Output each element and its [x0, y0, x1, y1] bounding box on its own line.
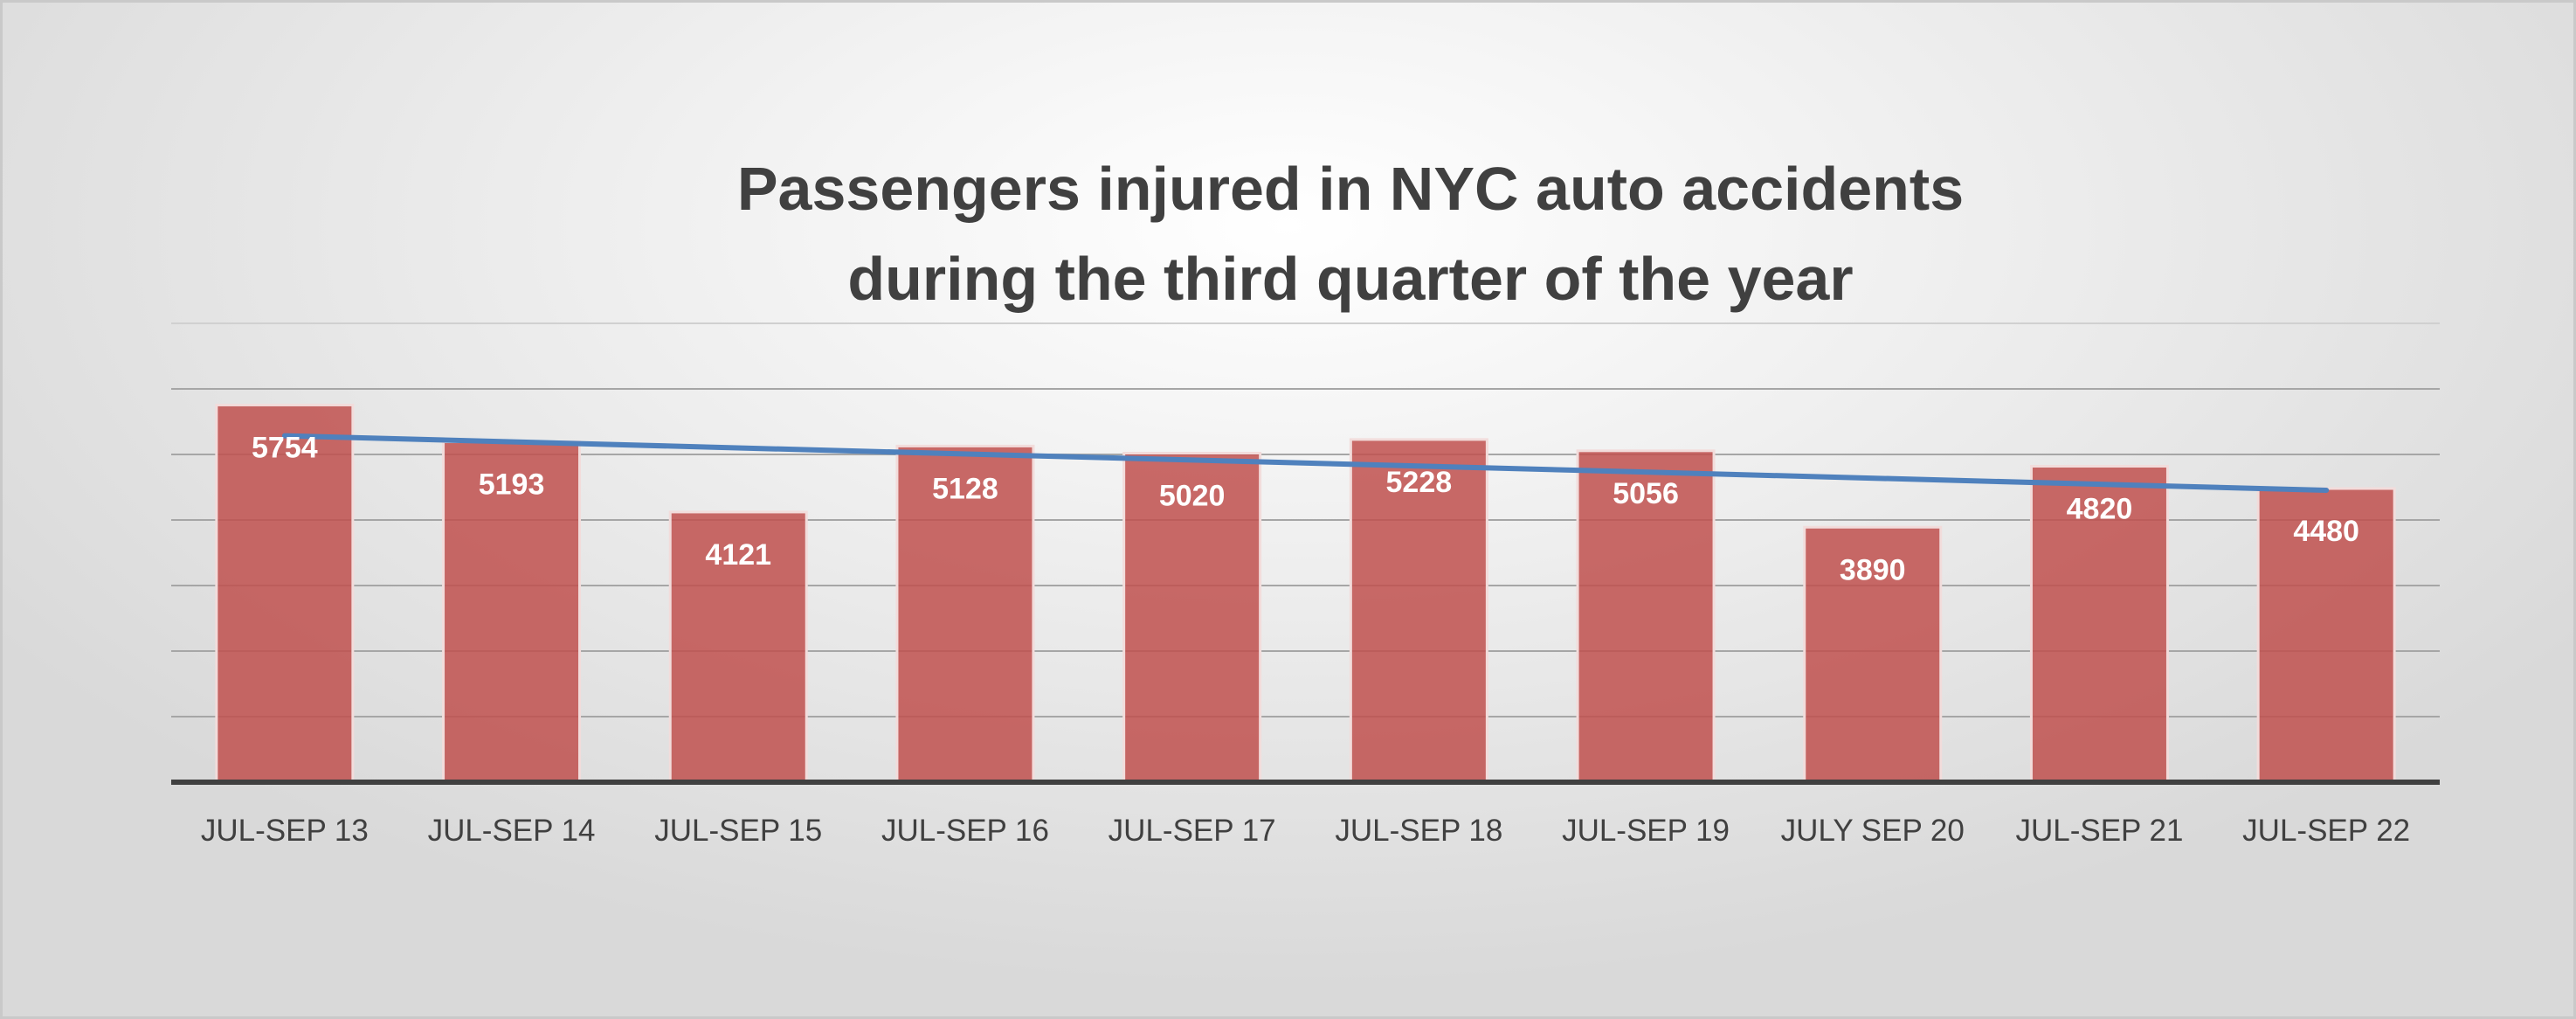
data-label: 4820: [2067, 493, 2133, 526]
bar: [442, 440, 582, 784]
x-tick-label: JUL-SEP 13: [201, 814, 369, 848]
data-labels: 5754 5193 4121 5128 5020 5228 5056 3890 4820 4480: [252, 431, 2359, 586]
data-label: 5754: [252, 431, 318, 464]
data-label: 4480: [2293, 515, 2359, 548]
data-label: 5128: [932, 472, 998, 505]
bar: [215, 403, 355, 784]
trendline-group: [281, 433, 2330, 493]
x-tick-label: JUL-SEP 14: [428, 814, 596, 848]
bar-series: [215, 403, 2396, 784]
bar: [2256, 487, 2396, 784]
bar: [2029, 465, 2169, 784]
data-label: 5020: [1159, 480, 1226, 513]
chart-title-line-2: during the third quarter of the year: [847, 245, 1853, 313]
bar: [895, 444, 1035, 784]
x-tick-label: JULY SEP 20: [1781, 814, 1965, 848]
bar: [668, 510, 808, 784]
chart-title-line-1: Passengers injured in NYC auto accidents: [737, 155, 1964, 223]
x-tick-label: JUL-SEP 17: [1108, 814, 1276, 848]
bar: [1122, 452, 1262, 784]
bar: [1576, 449, 1716, 784]
x-tick-label: JUL-SEP 18: [1335, 814, 1502, 848]
x-tick-label: JUL-SEP 22: [2242, 814, 2410, 848]
data-label: 5056: [1613, 477, 1679, 510]
x-tick-label: JUL-SEP 21: [2015, 814, 2183, 848]
bar: [1349, 438, 1488, 784]
data-label: 4121: [705, 538, 771, 572]
data-label: 5193: [479, 468, 545, 502]
trendline: [281, 433, 2330, 493]
data-label: 5228: [1386, 466, 1453, 499]
data-label: 3890: [1840, 553, 1906, 586]
x-axis-tick-labels: JUL-SEP 13 JUL-SEP 14 JUL-SEP 15 JUL-SEP 16…: [201, 814, 2410, 848]
x-tick-label: JUL-SEP 15: [654, 814, 822, 848]
x-tick-label: JUL-SEP 16: [881, 814, 1049, 848]
x-tick-label: JUL-SEP 19: [1562, 814, 1730, 848]
